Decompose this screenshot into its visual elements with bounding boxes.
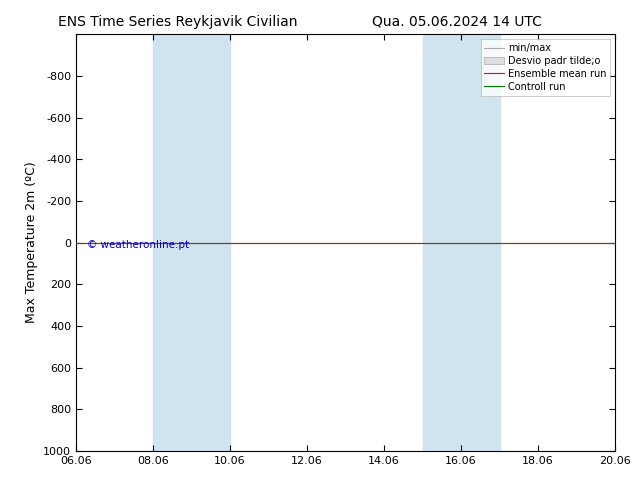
Text: Qua. 05.06.2024 14 UTC: Qua. 05.06.2024 14 UTC (372, 15, 541, 29)
Text: © weatheronline.pt: © weatheronline.pt (87, 241, 189, 250)
Y-axis label: Max Temperature 2m (ºC): Max Temperature 2m (ºC) (25, 162, 37, 323)
Text: ENS Time Series Reykjavik Civilian: ENS Time Series Reykjavik Civilian (58, 15, 297, 29)
Legend: min/max, Desvio padr tilde;o, Ensemble mean run, Controll run: min/max, Desvio padr tilde;o, Ensemble m… (481, 39, 610, 96)
Bar (422, 34, 500, 451)
Bar (153, 34, 230, 451)
